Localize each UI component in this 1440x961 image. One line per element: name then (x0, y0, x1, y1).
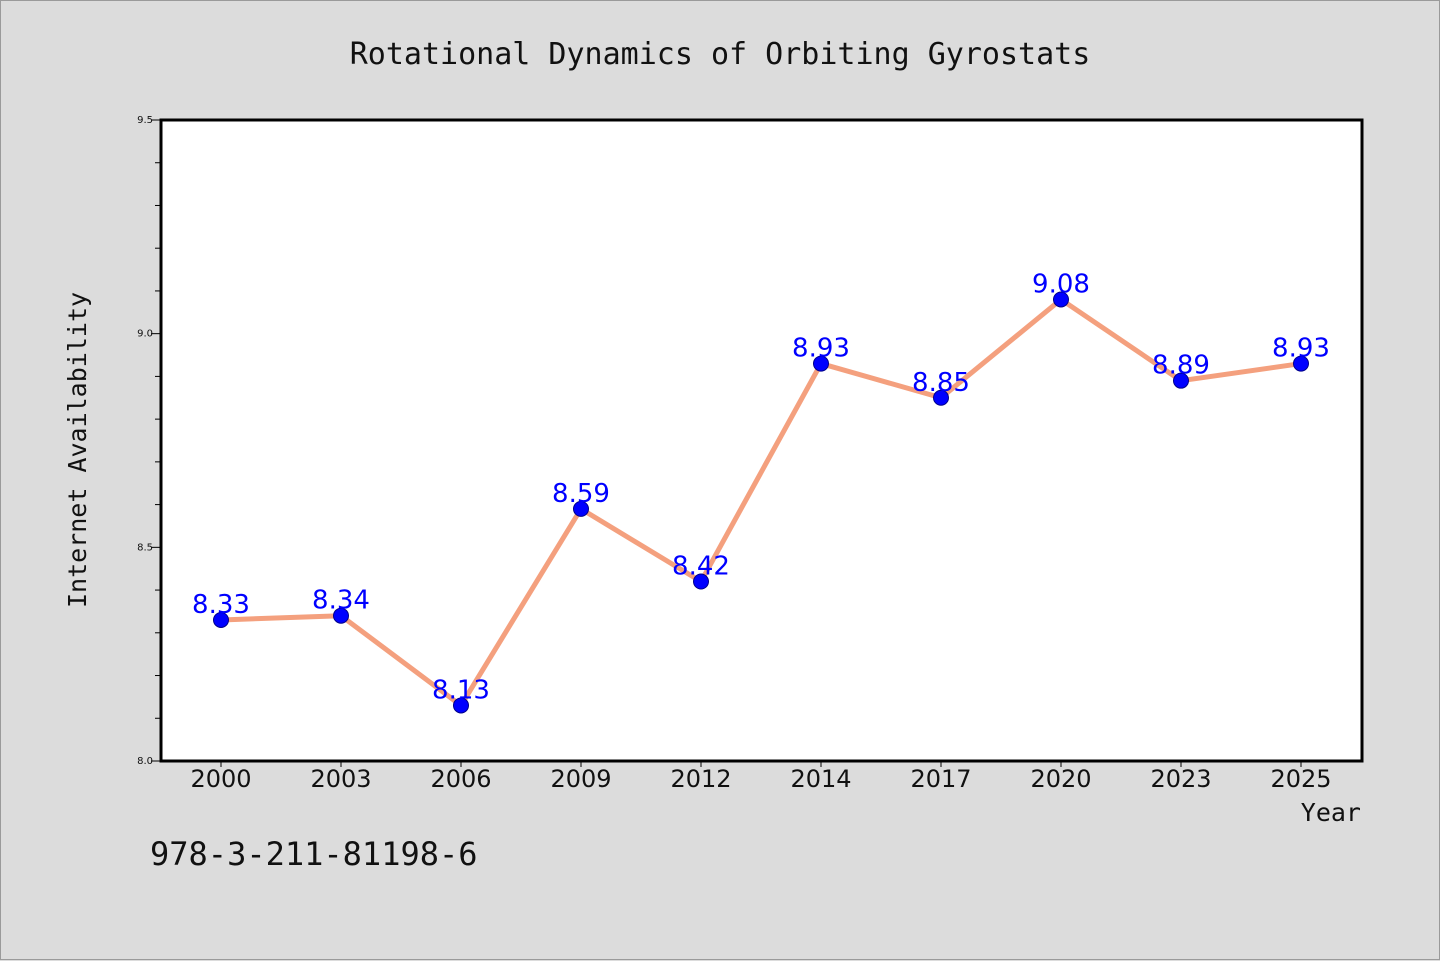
data-point (933, 389, 949, 406)
data-points (213, 291, 1309, 714)
plot-border (159, 118, 1364, 763)
data-label: 8.89 (1152, 351, 1210, 381)
y-tick-label: 8.5 (137, 542, 153, 553)
data-label: 8.93 (792, 334, 850, 364)
x-axis-label: Year (1301, 798, 1361, 827)
series-line-group (218, 296, 1304, 708)
x-tick-label: 2014 (790, 765, 851, 793)
data-point (1053, 291, 1069, 308)
series-line (218, 296, 1304, 708)
data-labels: 8.33 8.34 8.13 8.59 8.42 8.93 8.85 9.08 8.89 8.93 (192, 269, 1330, 705)
data-label: 8.85 (912, 368, 970, 398)
data-label: 8.33 (192, 590, 250, 620)
data-point (573, 500, 589, 517)
x-axis-ticks: 2000 2003 2006 2009 2012 2014 2017 2020 2023 2025 (190, 761, 1332, 793)
y-tick-label: 8.0 (137, 756, 153, 767)
data-label: 8.59 (552, 479, 610, 509)
x-tick-label: 2000 (190, 765, 251, 793)
data-label: 9.08 (1032, 269, 1090, 299)
data-label: 8.34 (312, 586, 370, 616)
data-point (453, 697, 469, 714)
chart-title: Rotational Dynamics of Orbiting Gyrostat… (350, 37, 1091, 72)
x-tick-label: 2009 (550, 765, 611, 793)
data-label: 8.93 (1272, 334, 1330, 364)
x-tick-label: 2023 (1150, 765, 1211, 793)
y-axis-ticks: 8.0 8.5 9.0 9.5 (137, 115, 161, 767)
data-label: 8.42 (672, 552, 730, 582)
data-label: 8.13 (432, 675, 490, 705)
data-point (213, 611, 229, 628)
data-point (1293, 355, 1309, 372)
data-point (813, 355, 829, 372)
plot-area (161, 120, 1362, 761)
x-tick-label: 2003 (310, 765, 371, 793)
x-tick-label: 2025 (1270, 765, 1331, 793)
data-point (1173, 372, 1189, 389)
x-tick-label: 2017 (910, 765, 971, 793)
x-tick-label: 2012 (670, 765, 731, 793)
x-tick-label: 2020 (1030, 765, 1091, 793)
y-axis-label: Internet Availability (63, 292, 92, 608)
isbn-text: 978-3-211-81198-6 (150, 835, 478, 873)
y-tick-label: 9.5 (137, 115, 153, 126)
y-tick-label: 9.0 (137, 329, 153, 340)
data-point (333, 607, 349, 624)
data-point (693, 573, 709, 590)
x-tick-label: 2006 (430, 765, 491, 793)
